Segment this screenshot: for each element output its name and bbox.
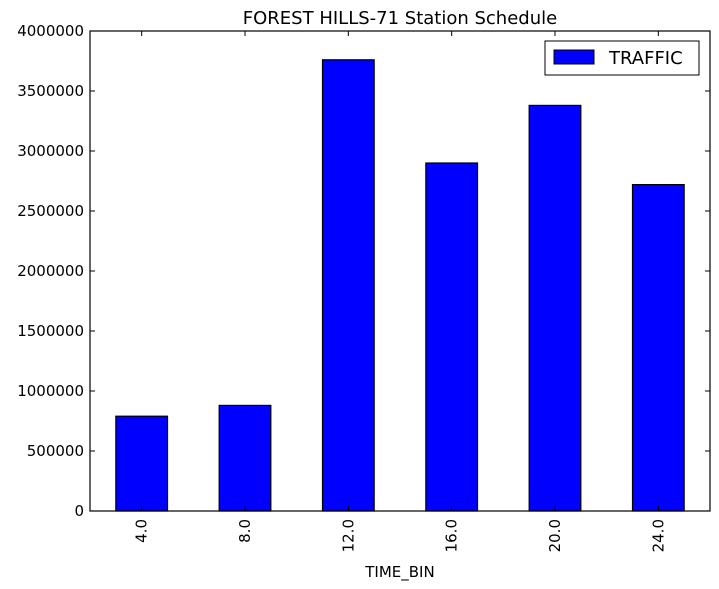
y-tick-label: 3000000	[17, 142, 84, 160]
x-tick-label: 4.0	[133, 519, 151, 543]
bars-layer	[115, 59, 685, 512]
bar-20.0	[528, 104, 582, 512]
bar-8.0	[218, 404, 272, 512]
chart-title: FOREST HILLS-71 Station Schedule	[243, 8, 557, 29]
bar-24.0	[631, 184, 685, 512]
y-tick-label: 3500000	[17, 82, 84, 100]
y-tick-label: 4000000	[17, 22, 84, 40]
x-axis: 4.0 8.0 12.0 16.0 20.0 24.0	[133, 31, 667, 552]
x-tick-label: 24.0	[649, 519, 667, 552]
plot-frame	[89, 30, 711, 512]
legend-box	[544, 40, 700, 76]
y-tick-label: 1000000	[17, 382, 84, 400]
legend-swatch-traffic	[553, 49, 595, 65]
x-tick-label: 8.0	[236, 519, 254, 543]
y-tick-label: 500000	[27, 442, 84, 460]
y-tick-label: 2500000	[17, 202, 84, 220]
legend: TRAFFIC	[544, 40, 700, 76]
y-tick-label: 2000000	[17, 262, 84, 280]
x-tick-label: 12.0	[339, 519, 357, 552]
legend-label-traffic: TRAFFIC	[608, 48, 683, 69]
y-tick-label: 1500000	[17, 322, 84, 340]
y-axis: 0 500000 1000000 1500000 2000000 2500000 30000…	[17, 22, 710, 520]
bar-12.0	[321, 59, 375, 512]
x-axis-label: TIME_BIN	[364, 563, 434, 582]
bar-4.0	[115, 415, 169, 512]
bar-16.0	[425, 162, 479, 512]
x-tick-label: 20.0	[546, 519, 564, 552]
y-tick-label: 0	[74, 502, 84, 520]
x-tick-label: 16.0	[443, 519, 461, 552]
